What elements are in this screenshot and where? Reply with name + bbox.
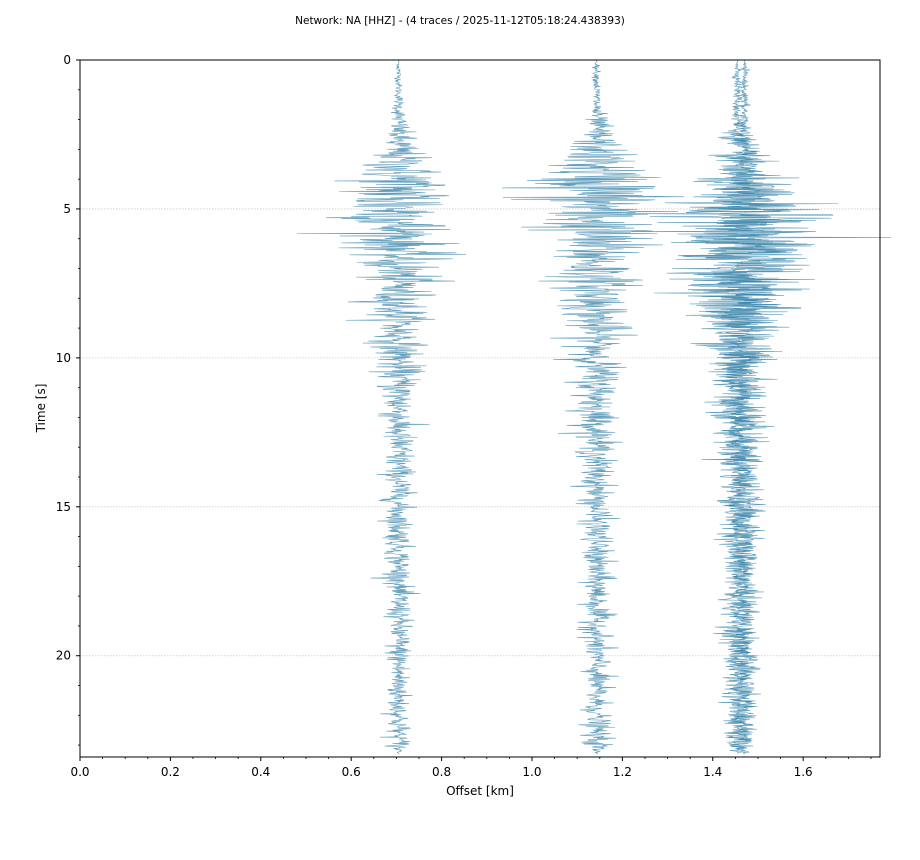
x-tick-label: 1.0 [522, 765, 541, 779]
x-tick-label: 0.6 [342, 765, 361, 779]
x-tick-label: 1.6 [794, 765, 813, 779]
x-axis: 0.0 0.2 0.4 0.6 0.8 1.0 1.2 1.4 1.6 [70, 757, 872, 779]
trace-1 [296, 59, 467, 755]
x-tick-label: 1.2 [613, 765, 632, 779]
x-tick-label: 0.0 [70, 765, 89, 779]
x-tick-label: 0.4 [251, 765, 270, 779]
y-tick-label: 15 [56, 500, 71, 514]
x-tick-label: 0.8 [432, 765, 451, 779]
y-tick-label: 10 [56, 351, 71, 365]
y-axis-label: Time [s] [34, 384, 48, 434]
y-axis: 0 5 10 15 20 [56, 53, 80, 746]
trace-2 [502, 60, 685, 755]
x-axis-label: Offset [km] [446, 784, 514, 798]
y-tick-label: 0 [63, 53, 71, 67]
plot-frame [79, 59, 881, 758]
x-tick-label: 0.2 [161, 765, 180, 779]
x-tick-label: 1.4 [703, 765, 722, 779]
grid-lines [80, 208, 880, 657]
y-tick-label: 20 [56, 649, 71, 663]
chart-title: Network: NA [HHZ] - (4 traces / 2025-11-… [295, 15, 625, 27]
trace-4 [670, 59, 892, 755]
y-tick-label: 5 [63, 202, 71, 216]
traces-group [296, 59, 892, 755]
